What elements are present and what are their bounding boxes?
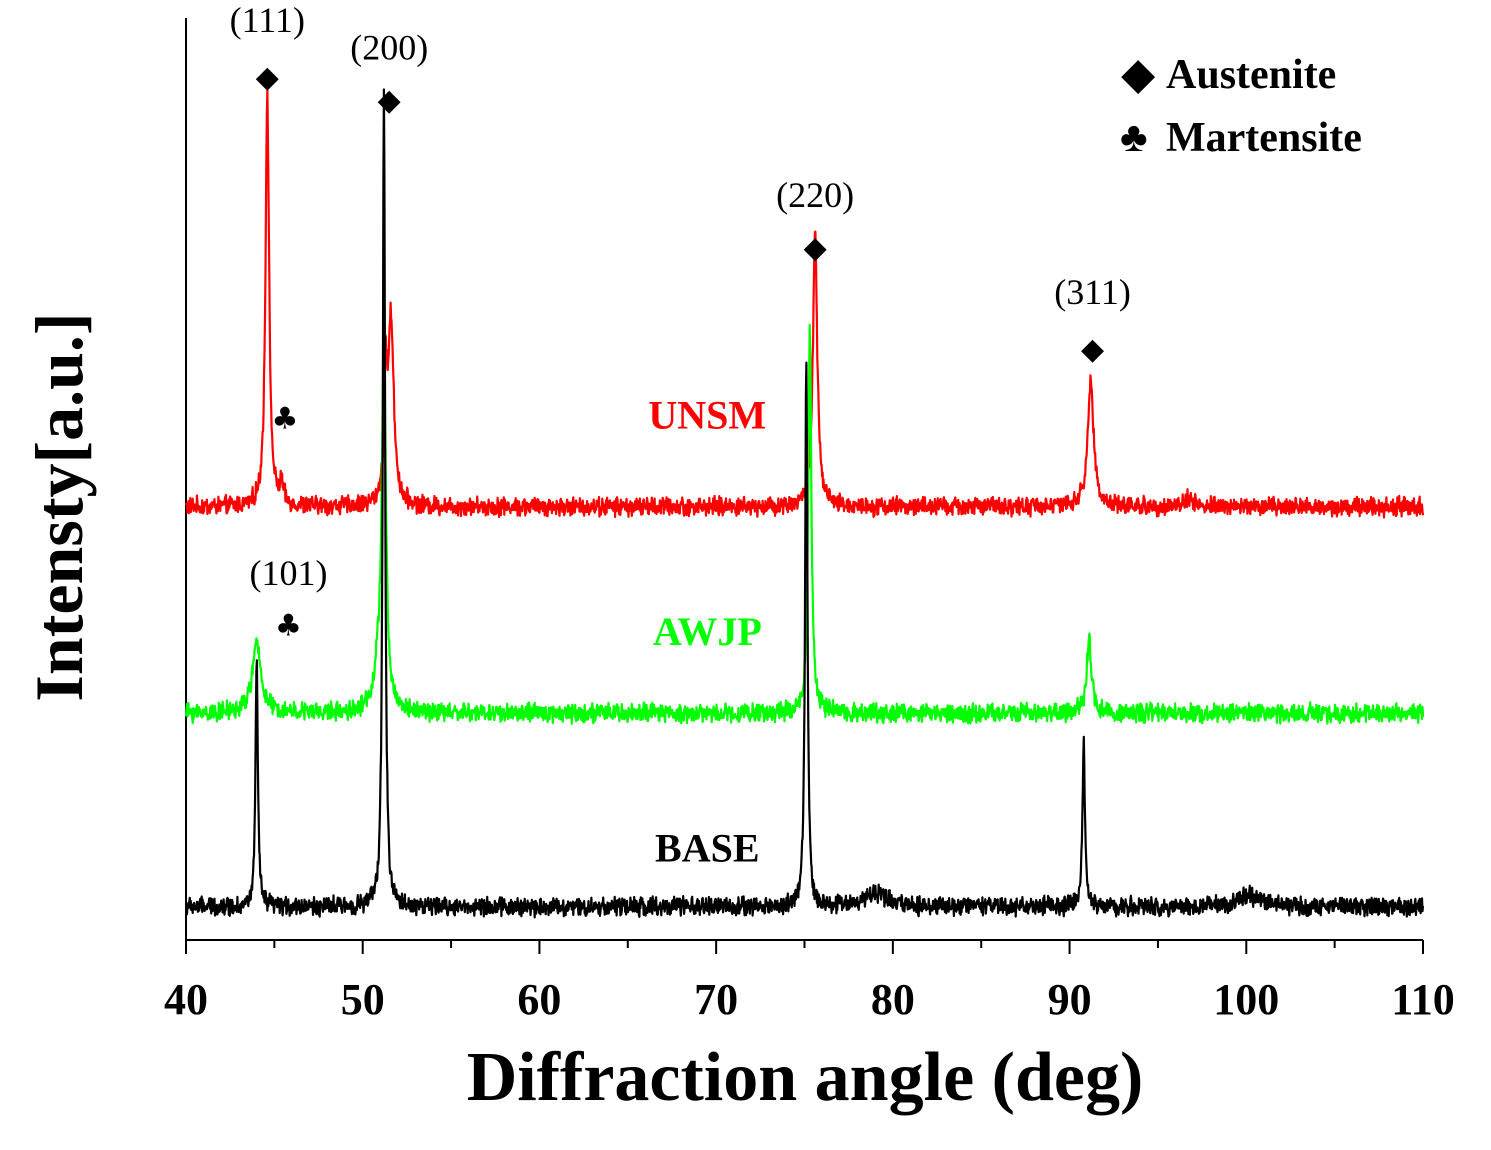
x-axis: 40 50 60 70 80 90 100 110 <box>164 940 1455 1024</box>
series-label-base: BASE <box>655 826 760 871</box>
series-line-base <box>184 88 1425 919</box>
peak-label: (101) <box>250 553 328 593</box>
x-tick-label: 50 <box>341 975 385 1024</box>
x-axis-title: Diffraction angle (deg) <box>467 1039 1144 1116</box>
martensite-marker-icon: ♣ <box>275 609 302 644</box>
x-tick-label: 60 <box>517 975 561 1024</box>
x-tick-label: 40 <box>164 975 208 1024</box>
x-tick-label: 90 <box>1048 975 1092 1024</box>
legend-austenite-symbol: ◆ <box>1121 52 1156 98</box>
austenite-marker-icon: ◆ <box>1081 332 1104 367</box>
martensite-marker-icon: ♣ <box>272 401 299 436</box>
x-tick-label: 110 <box>1391 975 1455 1024</box>
x-tick-label: 70 <box>694 975 738 1024</box>
x-tick-label: 100 <box>1213 975 1279 1024</box>
austenite-marker-icon: ◆ <box>378 83 401 118</box>
peak-label: (220) <box>776 175 854 215</box>
series-label-awjp: AWJP <box>653 609 762 654</box>
y-axis-title: Intensty[a.u.] <box>21 312 97 701</box>
austenite-marker-icon: ◆ <box>804 231 827 266</box>
series-group <box>184 88 1425 919</box>
peak-annotations: (111) ◆ (200) ◆ (220) ◆ (311) ◆ (101) ♣ ♣ <box>230 0 1131 644</box>
peak-label: (200) <box>350 27 428 67</box>
series-label-unsm: UNSM <box>648 392 766 437</box>
peak-label: (111) <box>230 0 305 40</box>
legend-martensite-symbol: ♣ <box>1120 115 1148 161</box>
legend: ◆ Austenite ♣ Martensite <box>1120 52 1362 161</box>
x-tick-label: 80 <box>871 975 915 1024</box>
peak-label: (311) <box>1054 272 1131 312</box>
legend-martensite-label: Martensite <box>1166 115 1362 161</box>
legend-austenite-label: Austenite <box>1166 52 1336 98</box>
austenite-marker-icon: ◆ <box>256 60 279 95</box>
series-labels: UNSM AWJP BASE <box>648 392 766 870</box>
